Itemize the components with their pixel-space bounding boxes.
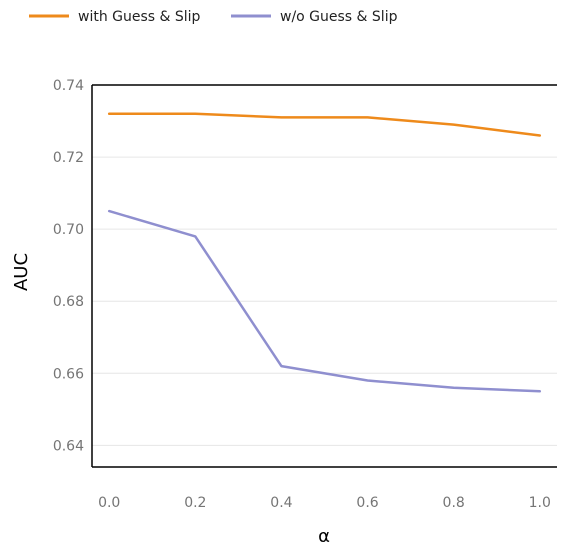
y-tick-label: 0.72 — [53, 150, 84, 166]
gridlines — [92, 84, 557, 446]
series-lines — [107, 112, 542, 393]
y-tick-label: 0.66 — [53, 366, 84, 382]
y-tick-label: 0.64 — [53, 438, 84, 454]
legend: with Guess & Slip w/o Guess & Slip — [29, 9, 398, 25]
x-tick-label: 0.6 — [356, 495, 378, 511]
x-axis-title: α — [318, 526, 330, 547]
x-tick-label: 0.4 — [270, 495, 292, 511]
series-line-1 — [107, 112, 542, 137]
series-line-2 — [107, 209, 542, 393]
x-tick-label: 0.8 — [443, 495, 465, 511]
y-tick-label: 0.68 — [53, 294, 84, 310]
legend-label: w/o Guess & Slip — [280, 9, 398, 25]
x-tick-label: 0.0 — [98, 495, 120, 511]
x-tick-label: 1.0 — [529, 495, 551, 511]
legend-label: with Guess & Slip — [78, 9, 201, 25]
axes — [91, 84, 557, 468]
y-tick-label: 0.74 — [53, 78, 84, 94]
y-tick-label: 0.70 — [53, 222, 84, 238]
y-axis-title: AUC — [11, 253, 32, 291]
tick-labels: 0.64 0.66 0.68 0.70 0.72 0.74 0.0 0.2 0.4 0.6 0.8 1… — [53, 78, 551, 511]
x-tick-label: 0.2 — [184, 495, 206, 511]
